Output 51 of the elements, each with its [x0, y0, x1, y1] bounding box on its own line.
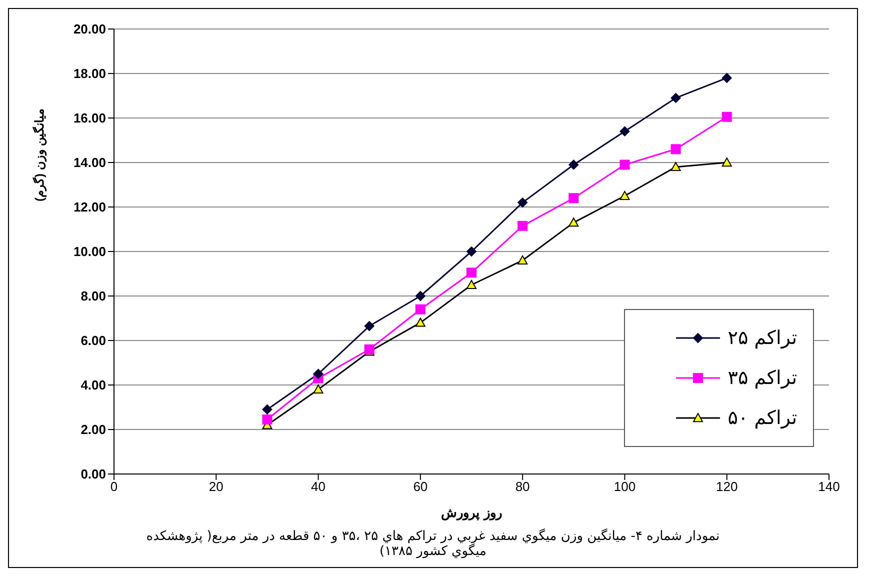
point — [722, 72, 732, 83]
y-tick-label: 0.00 — [80, 466, 106, 482]
legend-label: تراکم ۳۵ — [728, 367, 797, 389]
y-axis-title: میانگین وزن (گرم) — [31, 108, 48, 202]
point — [262, 414, 272, 424]
y-tick-label: 16.00 — [73, 110, 106, 126]
point — [415, 291, 426, 301]
y-tick-label: 6.00 — [80, 333, 106, 348]
point — [415, 318, 426, 327]
point — [670, 144, 681, 154]
point — [518, 220, 528, 231]
text: نمودار شماره ۴- میانگین وزن میگوي سفید غربي در تراکم هاي ۲۵ ،۳۵ و ۵۰ قطعه در متر مربع( پژوهشکده میگوي کشور ۱۳۸۵) — [145, 529, 721, 559]
y-tick-label: 20.00 — [73, 22, 106, 37]
point — [518, 255, 528, 264]
point — [620, 160, 630, 170]
point — [262, 404, 272, 414]
point — [364, 321, 374, 332]
point — [722, 158, 732, 167]
y-tick-label: 8.00 — [80, 288, 106, 304]
point — [722, 112, 732, 122]
point — [568, 218, 579, 227]
x-axis-title: روز پرورش — [441, 505, 502, 521]
point — [620, 126, 630, 136]
point — [313, 368, 324, 379]
point — [568, 193, 579, 204]
legend-label: تراکم ۵۰ — [728, 407, 797, 429]
point — [670, 162, 681, 172]
point — [415, 304, 426, 314]
point — [466, 246, 476, 256]
y-tick-label: 10.00 — [73, 244, 106, 260]
y-tick-label: 12.00 — [73, 200, 106, 215]
x-tick-label: 60 — [413, 479, 428, 494]
x-tick-label: 0 — [110, 479, 118, 494]
point — [466, 280, 476, 289]
x-tick-label: 20 — [208, 479, 224, 494]
y-tick-label: 18.00 — [73, 66, 106, 82]
point — [518, 198, 528, 208]
point — [620, 190, 630, 200]
y-tick-label: 2.00 — [80, 422, 106, 438]
x-tick-label: 140 — [818, 479, 840, 494]
point — [568, 160, 579, 170]
x-tick-label: 120 — [716, 479, 738, 494]
legend-label: تراکم ۲۵ — [728, 327, 797, 349]
x-tick-label: 100 — [614, 479, 636, 494]
point — [670, 92, 681, 103]
y-tick-label: 14.00 — [73, 155, 106, 170]
y-tick-label: 4.00 — [80, 378, 106, 393]
point — [466, 268, 476, 278]
x-tick-label: 80 — [515, 479, 530, 494]
x-tick-label: 40 — [311, 479, 326, 494]
point — [313, 384, 324, 394]
